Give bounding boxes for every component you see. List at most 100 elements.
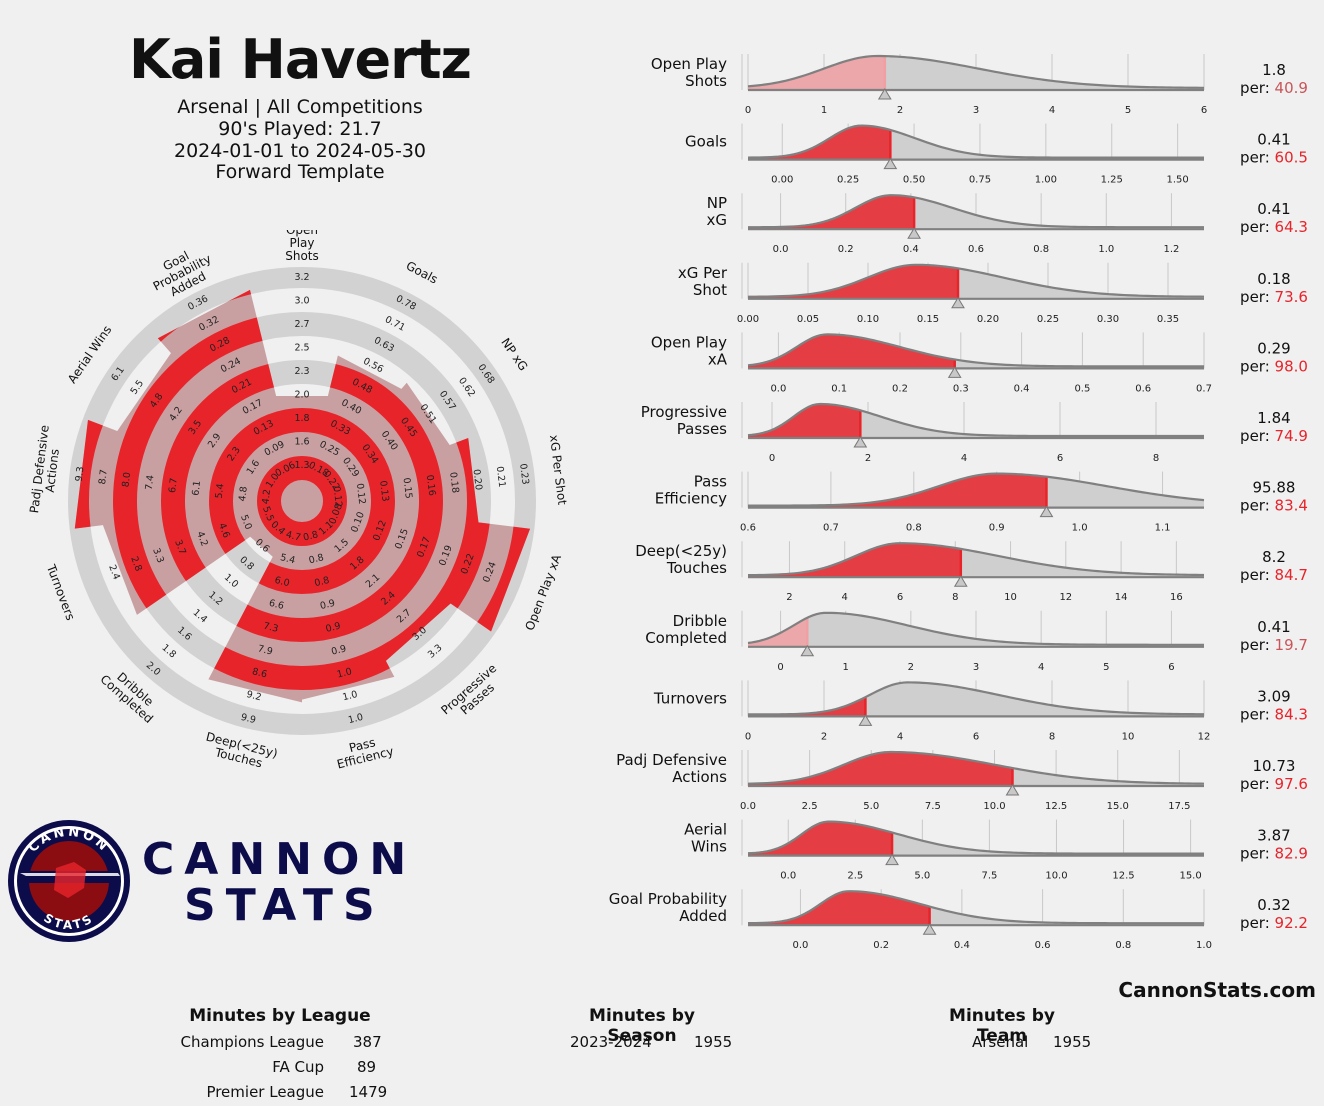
nineties-played: 90's Played: 21.7 xyxy=(218,118,382,140)
radar-tick-label: 5.4 xyxy=(214,483,227,499)
metric-percentile: per: 82.9 xyxy=(1240,845,1308,863)
radar-tick-label: 4.7 xyxy=(285,529,302,543)
metric-percentile: per: 83.4 xyxy=(1240,497,1308,515)
density-curve xyxy=(747,472,1205,507)
tick-label: 17.5 xyxy=(1168,801,1190,812)
tick-label: 0.8 xyxy=(1115,940,1131,951)
site-url: CannonStats.com xyxy=(1118,978,1316,1002)
metric-value: 8.2 xyxy=(1262,548,1286,566)
tick-label: 0.50 xyxy=(903,175,925,186)
radar-tick-label: 0.20 xyxy=(470,469,483,491)
value-marker xyxy=(853,436,868,448)
tick-label: 0.00 xyxy=(771,175,793,186)
tick-label: 4 xyxy=(1049,105,1055,116)
radar-tick-label: 2.3 xyxy=(294,366,309,377)
tick-label: 7.5 xyxy=(925,801,941,812)
radar-tick-label: 3.2 xyxy=(294,272,309,283)
metric-label: Open Play xyxy=(651,333,727,351)
metric-label: Passes xyxy=(677,420,727,438)
metric-value: 3.87 xyxy=(1257,827,1290,845)
percentile-area xyxy=(748,821,893,856)
tick-label: 0.6 xyxy=(1035,940,1051,951)
tick-label: 1 xyxy=(843,662,849,673)
radar-tick-label: 8.6 xyxy=(251,666,268,680)
metric-label: Touches xyxy=(666,559,727,577)
percentile-area xyxy=(748,543,961,578)
tick-label: 3 xyxy=(973,105,979,116)
team-competition: Arsenal | All Competitions xyxy=(177,96,423,118)
radar-metric-label: Goals xyxy=(404,259,440,287)
metric-label: Pass xyxy=(694,473,727,491)
value-marker xyxy=(1039,505,1054,518)
tick-label: 0.4 xyxy=(954,940,970,951)
metric-value: 1.8 xyxy=(1262,61,1286,79)
tick-label: 0 xyxy=(769,453,775,464)
radar-metric-label: Turnovers xyxy=(44,562,78,623)
radar-chart: 1.3 1.6 1.8 2.0 2.3 2.5 2.7 3.0 3.2 Open Play Shots… xyxy=(27,230,569,772)
tick-label: 2.5 xyxy=(847,871,863,882)
radar-tick-label: 5.4 xyxy=(279,552,296,566)
tick-label: 0 xyxy=(745,731,751,742)
tick-label: 5 xyxy=(1103,662,1109,673)
radar-tick-label: 2.7 xyxy=(294,319,309,330)
metric-percentile: per: 97.6 xyxy=(1240,775,1308,793)
metric-percentile: per: 73.6 xyxy=(1240,288,1308,306)
league-name: FA Cup xyxy=(272,1058,324,1076)
metric-value: 3.09 xyxy=(1257,687,1290,705)
logo-word-cannon: CANNON xyxy=(142,834,417,885)
tick-label: 0.7 xyxy=(1196,383,1212,394)
radar-tick-label: 0.15 xyxy=(400,477,413,499)
radar-tick-label: 5.0 xyxy=(238,513,254,531)
percentile-area xyxy=(748,195,915,230)
percentile-area xyxy=(748,125,891,160)
metric-label: Open Play xyxy=(651,55,727,73)
tick-label: 14 xyxy=(1115,592,1128,603)
radar-tick-label: 7.4 xyxy=(144,474,157,490)
date-range: 2024-01-01 to 2024-05-30 xyxy=(174,140,426,162)
template-name: Forward Template xyxy=(215,161,385,183)
radar-tick-label: 8.0 xyxy=(120,472,133,488)
distribution-row: 0.6 0.7 0.8 0.9 1.0 1.1 PassEfficiency 95.88per… xyxy=(655,471,1308,534)
density-curve xyxy=(747,820,1204,855)
minutes-by-league-title: Minutes by League xyxy=(189,1006,371,1026)
tick-label: 15.0 xyxy=(1107,801,1129,812)
radar-tick-label: 0.8 xyxy=(313,575,330,589)
radar-tick-label: 2.8 xyxy=(128,555,144,573)
value-marker xyxy=(907,227,921,239)
metric-label: NP xyxy=(707,194,727,212)
distribution-row: 0.00 0.25 0.50 0.75 1.00 1.25 1.50 Goals 0.41per… xyxy=(685,123,1308,186)
tick-label: 3 xyxy=(973,662,979,673)
radar-tick-label: 6.6 xyxy=(268,598,285,612)
tick-label: 5.0 xyxy=(914,871,930,882)
tick-label: 0.4 xyxy=(903,244,919,255)
season-name: 2023-2024 xyxy=(570,1033,652,1051)
league-name: Premier League xyxy=(206,1083,324,1101)
metric-value: 10.73 xyxy=(1253,757,1296,775)
minutes-by-league-table: Minutes by League Champions League 387 F… xyxy=(170,1006,390,1106)
metric-percentile: per: 98.0 xyxy=(1240,357,1308,375)
metric-label: Wins xyxy=(691,838,727,856)
tick-label: 0.3 xyxy=(953,383,969,394)
radar-tick-label: 0.8 xyxy=(302,529,319,543)
radar-tick-label: 0.12 xyxy=(354,483,367,505)
tick-label: 15.0 xyxy=(1179,871,1201,882)
tick-label: 7.5 xyxy=(981,871,997,882)
density-curve xyxy=(747,333,1205,368)
density-curve xyxy=(747,54,1205,89)
percentile-area xyxy=(748,404,861,438)
radar-tick-label: 1.0 xyxy=(341,689,358,703)
radar-tick-label: 0.9 xyxy=(319,598,336,612)
radar-tick-label: 9.2 xyxy=(245,689,262,703)
minutes-by-team-title: Minutes by Team xyxy=(949,1006,1055,1046)
value-marker xyxy=(1005,784,1020,796)
tick-label: 0.10 xyxy=(857,314,879,325)
tick-label: 0.2 xyxy=(873,940,889,951)
metric-value: 0.41 xyxy=(1257,618,1290,636)
value-marker xyxy=(858,714,873,726)
density-curve xyxy=(747,681,1205,716)
metric-value: 0.41 xyxy=(1257,131,1290,149)
tick-label: 0.8 xyxy=(1033,244,1049,255)
tick-label: 0.8 xyxy=(906,523,922,534)
